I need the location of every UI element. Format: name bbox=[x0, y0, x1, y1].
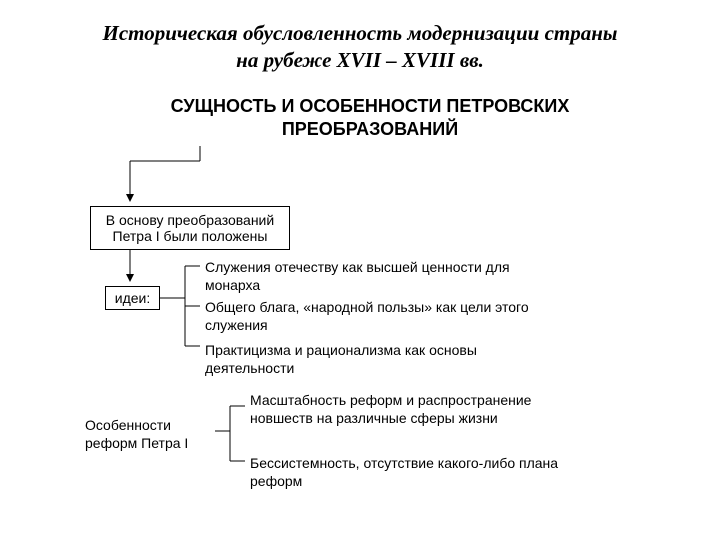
header-line-2: ПРЕОБРАЗОВАНИЙ bbox=[282, 119, 458, 139]
feature-2: Бессистемность, отсутствие какого-либо п… bbox=[250, 454, 570, 490]
ideas-box: идеи: bbox=[105, 286, 160, 310]
idea-3: Практицизма и рационализма как основы де… bbox=[205, 341, 545, 377]
feature-1: Масштабность реформ и распространение но… bbox=[250, 391, 550, 427]
basis-box: В основу преобразований Петра I были пол… bbox=[90, 206, 290, 250]
basis-box-text: В основу преобразований Петра I были пол… bbox=[99, 212, 281, 244]
header-line-1: СУЩНОСТЬ И ОСОБЕННОСТИ ПЕТРОВСКИХ bbox=[171, 96, 570, 116]
slide-title: Историческая обусловленность модернизаци… bbox=[40, 20, 680, 75]
diagram-canvas: В основу преобразований Петра I были пол… bbox=[80, 146, 660, 546]
features-label: Особенности реформ Петра I bbox=[85, 416, 215, 452]
title-line-1: Историческая обусловленность модернизаци… bbox=[103, 21, 618, 45]
diagram-container: СУЩНОСТЬ И ОСОБЕННОСТИ ПЕТРОВСКИХ ПРЕОБР… bbox=[80, 95, 660, 546]
idea-2: Общего блага, «народной пользы» как цели… bbox=[205, 298, 545, 334]
ideas-box-text: идеи: bbox=[115, 290, 151, 306]
title-line-2: на рубеже XVII – XVIII вв. bbox=[236, 48, 484, 72]
idea-1: Служения отечеству как высшей ценности д… bbox=[205, 258, 545, 294]
diagram-header: СУЩНОСТЬ И ОСОБЕННОСТИ ПЕТРОВСКИХ ПРЕОБР… bbox=[80, 95, 660, 140]
